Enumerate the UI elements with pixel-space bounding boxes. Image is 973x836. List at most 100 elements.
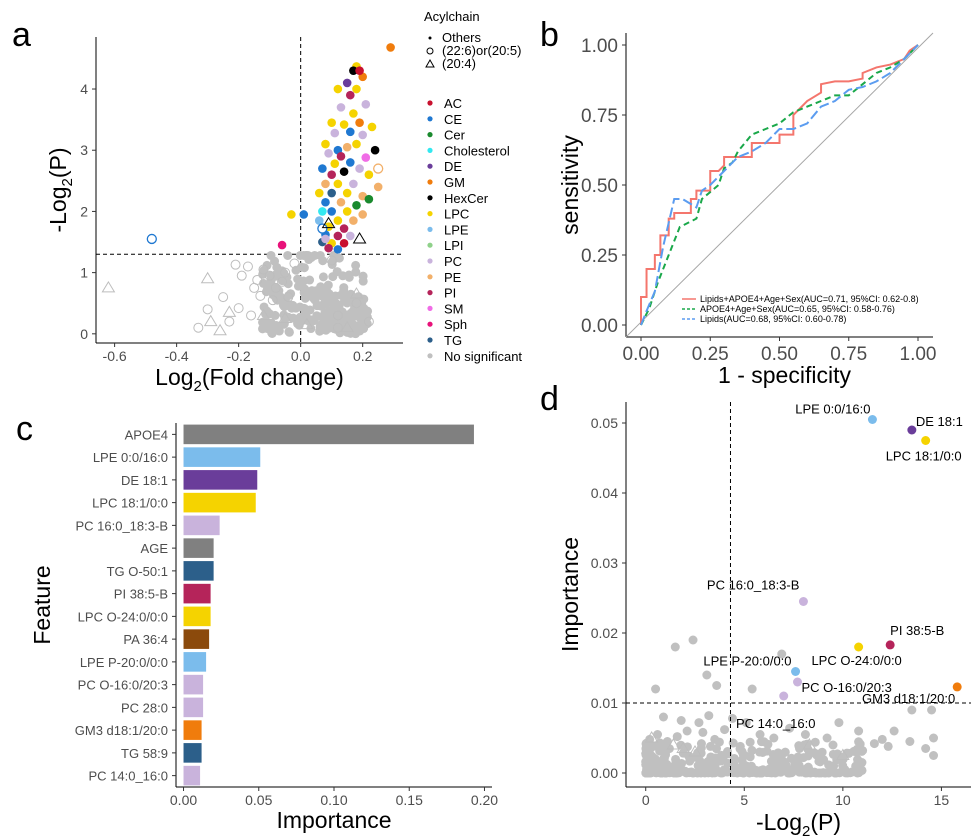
- significant-point: [330, 159, 340, 168]
- nonsignificant-point: [676, 741, 691, 753]
- nonsignificant-point: [662, 737, 672, 746]
- nonsignificant-point: [213, 323, 227, 336]
- x-tick-label: -0.6: [103, 348, 127, 364]
- nonsignificant-point: [838, 761, 848, 771]
- y-tick-label: 1.00: [581, 36, 618, 57]
- nonsignificant-point: [905, 737, 915, 746]
- x-tick-label: 0.75: [830, 344, 867, 365]
- nonsignificant-point: [829, 761, 839, 771]
- category-label: LPE 0:0/16:0: [93, 450, 168, 465]
- legend-color-dot: [427, 242, 433, 248]
- point-label: LPE P-20:0/0:0: [703, 654, 791, 669]
- y-tick-label: 0.00: [581, 316, 618, 337]
- bar: [183, 424, 474, 445]
- legend-class-label: HexCer: [444, 191, 489, 206]
- roc-legend-label: Lipids(AUC=0.68, 95%CI: 0.60-0.78): [700, 314, 846, 324]
- significant-point: [333, 84, 343, 94]
- x-axis-title: 1 - specificity: [718, 362, 851, 388]
- significant-point: [345, 90, 355, 100]
- nonsignificant-point: [834, 718, 844, 728]
- legend-class-label: AC: [444, 96, 462, 111]
- significant-point: [327, 170, 336, 179]
- legend-class-label: Cholesterol: [444, 143, 510, 158]
- importance-scatter-plot: 0 5 10 15 0.00 0.01 0.02 0.03 0.04 0.05 LPE 0:0/16…: [557, 402, 971, 836]
- nonsignificant-point: [658, 712, 668, 722]
- significant-point: [367, 122, 377, 132]
- significant-point: [336, 197, 346, 207]
- x-tick-label: 0.00: [170, 792, 197, 808]
- nonsignificant-point: [755, 730, 765, 739]
- nonsignificant-point: [745, 737, 755, 747]
- nonsignificant-point: [332, 322, 343, 333]
- nonsignificant-point: [287, 303, 297, 313]
- legend-class-label: LPI: [444, 238, 464, 253]
- significant-point: [339, 238, 349, 248]
- nonsignificant-point: [278, 311, 293, 324]
- nonsignificant-point: [318, 272, 328, 282]
- nonsignificant-point: [757, 768, 767, 778]
- bar: [183, 720, 202, 740]
- y-axis-title: Importance: [557, 537, 583, 652]
- nonsignificant-point: [851, 761, 861, 771]
- nonsignificant-point: [280, 267, 291, 278]
- nonsignificant-point: [688, 768, 698, 778]
- nonsignificant-point: [305, 305, 315, 315]
- nonsignificant-point: [907, 705, 917, 715]
- bar: [183, 743, 202, 763]
- nonsignificant-point: [770, 764, 780, 774]
- nonsignificant-point: [688, 745, 702, 757]
- y-tick-label: 0.00: [591, 765, 618, 781]
- nonsignificant-point: [777, 649, 787, 659]
- nonsignificant-point: [710, 734, 720, 744]
- category-label: TG O-50:1: [107, 564, 168, 579]
- nonsignificant-point: [929, 751, 939, 760]
- legend-color-dot: [427, 305, 433, 311]
- roc-curve-3: [640, 44, 919, 326]
- legend-color-dot: [427, 226, 433, 232]
- y-tick-label: 0.03: [591, 555, 618, 571]
- nonsignificant-point: [698, 727, 708, 737]
- nonsignificant-point: [328, 272, 338, 282]
- nonsignificant-point: [812, 750, 822, 760]
- x-tick-label: 0.20: [471, 792, 498, 808]
- roc-legend-label: APOE4+Age+Sex(AUC=0.65, 95%CI: 0.58-0.76…: [700, 304, 895, 314]
- nonsignificant-point: [653, 730, 663, 739]
- importance-bar-chart: APOE4 LPE 0:0/16:0 DE 18:1 LPC 18:1/0:0 PC 1…: [29, 423, 498, 833]
- significant-point: [299, 210, 309, 219]
- x-axis-title: -Log2(P): [756, 809, 841, 836]
- significant-point: [339, 224, 349, 233]
- bar: [183, 674, 204, 695]
- category-label: PC 28:0: [121, 700, 168, 715]
- significant-point: [352, 139, 361, 149]
- labeled-point: [885, 640, 895, 650]
- legend-class-label: TG: [444, 333, 462, 348]
- nonsignificant-point: [346, 328, 356, 338]
- nonsignificant-point: [720, 765, 730, 775]
- nonsignificant-point: [711, 744, 721, 754]
- nonsignificant-point: [218, 292, 229, 303]
- nonsignificant-point: [320, 308, 330, 318]
- x-tick-label: 0.00: [623, 344, 660, 365]
- significant-point: [349, 179, 358, 189]
- nonsignificant-point: [283, 250, 293, 260]
- nonsignificant-point: [351, 260, 361, 270]
- nonsignificant-point: [732, 768, 742, 778]
- nonsignificant-point: [302, 250, 312, 260]
- category-label: DE 18:1: [121, 473, 168, 488]
- significant-point: [324, 243, 333, 253]
- bar: [183, 447, 261, 467]
- panel-letter-b: b: [540, 16, 559, 54]
- nonsignificant-point: [224, 316, 235, 327]
- nonsignificant-point: [101, 280, 116, 293]
- significant-point: [345, 158, 355, 167]
- nonsignificant-point: [344, 270, 354, 280]
- nonsignificant-point: [657, 757, 667, 767]
- nonsignificant-point: [262, 306, 272, 316]
- nonsignificant-point: [712, 681, 722, 690]
- nonsignificant-point: [794, 744, 804, 753]
- category-label: GM3 d18:1/20:0: [75, 723, 168, 738]
- nonsignificant-point: [202, 304, 213, 315]
- nonsignificant-point: [330, 291, 340, 301]
- nonsignificant-point: [921, 744, 931, 753]
- nonsignificant-point: [810, 737, 820, 747]
